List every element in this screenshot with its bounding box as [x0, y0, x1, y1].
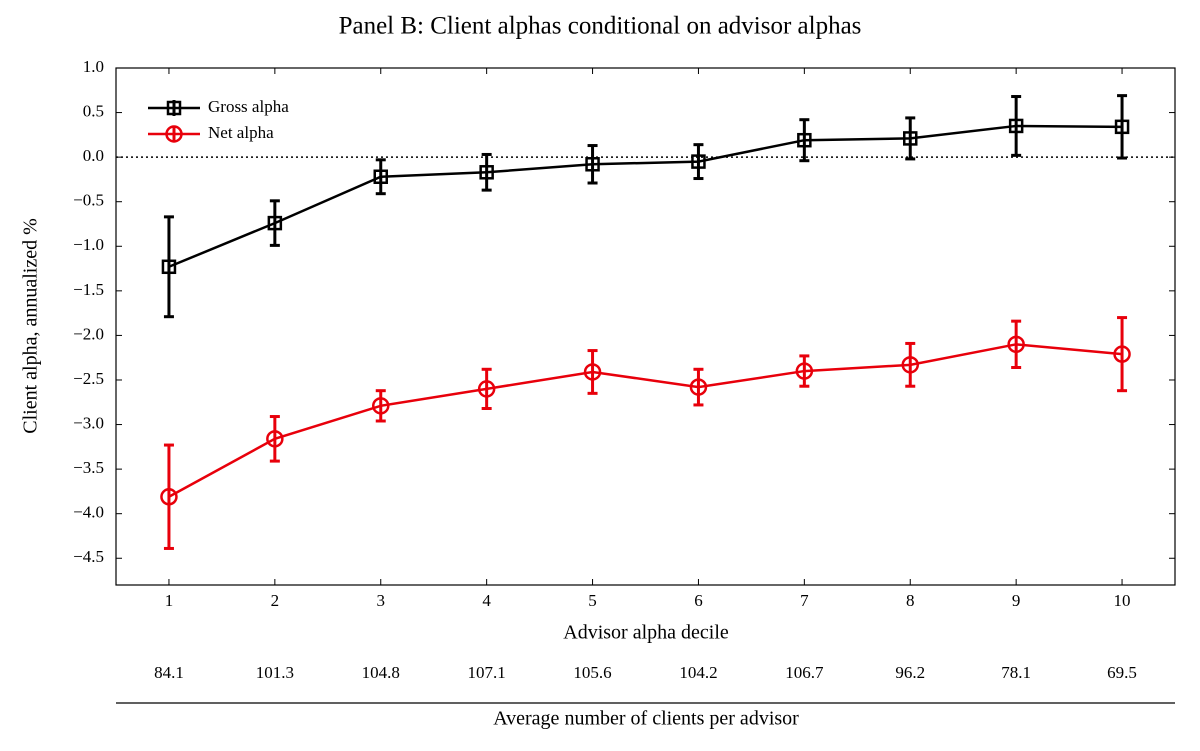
series-line — [168, 343, 1123, 498]
y-tick-label: −2.0 — [73, 324, 104, 343]
clients-value: 101.3 — [256, 663, 294, 682]
data-point — [373, 169, 388, 184]
y-tick-label: −3.5 — [73, 458, 104, 477]
x-tick-label: 9 — [1012, 591, 1021, 610]
clients-value: 104.8 — [362, 663, 400, 682]
y-tick-label: −3.0 — [73, 413, 104, 432]
data-point — [1113, 345, 1131, 363]
y-axis-label: Client alpha, annualized % — [20, 218, 42, 433]
plot-frame — [115, 67, 1176, 586]
y-tick-label: −1.0 — [73, 235, 104, 254]
data-point — [689, 378, 708, 396]
data-point — [161, 259, 177, 275]
data-point — [266, 430, 284, 448]
clients-label: Average number of clients per advisor — [493, 708, 799, 730]
data-point — [267, 215, 283, 231]
legend-marker — [165, 125, 183, 143]
clients-value: 104.2 — [679, 663, 717, 682]
data-point — [901, 356, 919, 374]
x-tick-label: 6 — [694, 591, 703, 610]
x-tick-label: 5 — [588, 591, 597, 610]
x-tick-label: 10 — [1114, 591, 1131, 610]
x-tick-label: 7 — [800, 591, 809, 610]
y-tick-label: 0.0 — [83, 146, 104, 165]
data-point — [160, 488, 178, 506]
y-tick-label: −0.5 — [73, 191, 104, 210]
x-tick-label: 3 — [377, 591, 386, 610]
clients-value: 105.6 — [573, 663, 611, 682]
data-point — [1008, 118, 1024, 134]
y-tick-label: 0.5 — [83, 101, 104, 120]
legend-marker — [166, 100, 182, 116]
data-point — [795, 362, 814, 380]
clients-value: 84.1 — [154, 663, 184, 682]
series-line — [168, 124, 1123, 268]
y-tick-label: −1.5 — [73, 280, 104, 299]
y-tick-label: −2.5 — [73, 369, 104, 388]
legend-label: Net alpha — [208, 123, 274, 142]
x-axis-label: Advisor alpha decile — [563, 622, 729, 644]
data-point — [1007, 335, 1025, 354]
data-point — [797, 132, 812, 148]
y-tick-label: 1.0 — [83, 57, 104, 76]
data-point — [1114, 119, 1130, 135]
legend-label: Gross alpha — [208, 97, 289, 116]
data-point — [585, 157, 600, 172]
x-tick-label: 2 — [271, 591, 280, 610]
x-tick-label: 8 — [906, 591, 915, 610]
y-tick-label: −4.0 — [73, 503, 104, 522]
x-tick-label: 4 — [482, 591, 491, 610]
data-point — [691, 154, 706, 169]
data-point — [903, 131, 918, 146]
y-tick-label: −4.5 — [73, 547, 104, 566]
data-point — [479, 165, 494, 180]
clients-value: 69.5 — [1107, 663, 1137, 682]
clients-value: 96.2 — [895, 663, 925, 682]
data-point — [583, 363, 602, 381]
clients-value: 78.1 — [1001, 663, 1031, 682]
data-point — [477, 380, 496, 398]
clients-value: 107.1 — [468, 663, 506, 682]
data-point — [372, 397, 390, 415]
chart-title: Panel B: Client alphas conditional on ad… — [339, 13, 862, 40]
x-tick-label: 1 — [165, 591, 174, 610]
clients-value: 106.7 — [785, 663, 824, 682]
